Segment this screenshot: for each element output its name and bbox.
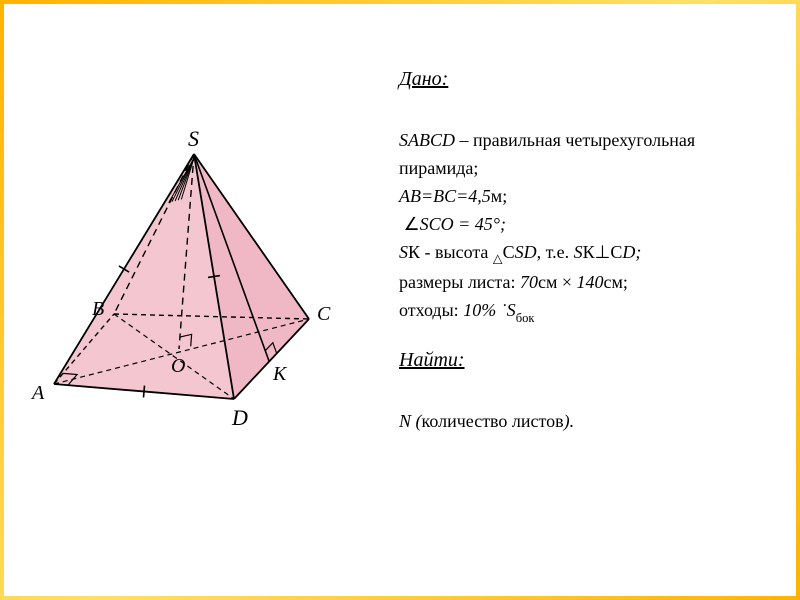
given-line-4: SК - высота △СSD, т.е. SК⊥СD; bbox=[399, 239, 769, 269]
given-line-3: ∠SCO = 45°; bbox=[399, 211, 769, 239]
pyramid-svg bbox=[24, 134, 364, 454]
find-heading: Найти: bbox=[399, 345, 465, 376]
given-line-1: SABCD – правильная четырехугольная пирам… bbox=[399, 127, 769, 183]
vertex-label-k: К bbox=[273, 363, 286, 386]
vertex-label-d: D bbox=[232, 405, 248, 431]
given-line-2: AB=BC=4,5м; bbox=[399, 183, 769, 211]
vertex-label-o: O bbox=[171, 355, 185, 378]
given-line-5: размеры листа: 70см × 140см; bbox=[399, 269, 769, 297]
vertex-label-c: C bbox=[317, 303, 330, 326]
vertex-label-b: B bbox=[92, 298, 104, 321]
given-heading: Дано: bbox=[399, 64, 448, 95]
given-line-6: отходы: 10% ˙Sбок bbox=[399, 297, 769, 327]
vertex-label-s: S bbox=[188, 126, 199, 152]
find-line-1: N (количество листов). bbox=[399, 408, 769, 436]
problem-text: Дано: SABCD – правильная четырехугольная… bbox=[399, 64, 769, 436]
pyramid-diagram: S A B C D O К bbox=[24, 134, 364, 454]
vertex-label-a: A bbox=[32, 382, 44, 405]
